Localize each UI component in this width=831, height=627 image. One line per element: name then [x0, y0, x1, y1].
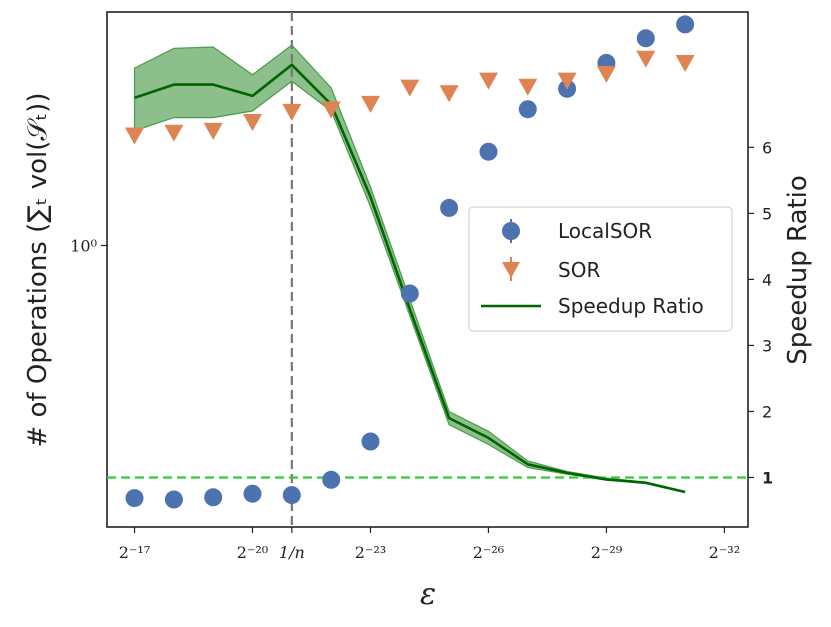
x-tick-label-4: 2⁻²⁶	[473, 543, 504, 562]
sor-point-3	[243, 114, 262, 131]
legend-entry-speedup: Speedup Ratio	[481, 294, 704, 318]
localsor-point-9	[479, 142, 498, 161]
legend-box	[468, 206, 733, 332]
sor-point-1	[164, 124, 184, 142]
y2-tick-labels: 1 2 3 4 5 6	[762, 138, 773, 487]
localsor-point-4	[282, 486, 301, 505]
sor-point-10	[518, 78, 538, 96]
sor-point-2	[203, 122, 223, 140]
x-tick-label-6: 2⁻³²	[709, 543, 740, 562]
y2-tick-label-0: 1	[762, 468, 773, 487]
sor-point-12	[596, 65, 616, 83]
legend: LocalSOR SOR Speedup Ratio	[468, 206, 733, 332]
sor-point-9	[479, 72, 498, 90]
sor-point-13	[636, 50, 656, 68]
legend-label-speedup-ratio: Speedup Ratio	[558, 294, 704, 318]
y2-tick-label-3: 4	[762, 270, 772, 289]
legend-entry-sor: SOR	[502, 257, 600, 282]
localsor-point-7	[400, 284, 419, 303]
markers-layer	[125, 15, 695, 509]
y-axis-label: # of Operations (∑ₜ vol(𝒮ₜ))	[23, 93, 53, 448]
legend-label-sor: SOR	[558, 258, 600, 282]
x-tick-labels: 2⁻¹⁷ 2⁻²⁰ 1/n 2⁻²³ 2⁻²⁶ 2⁻²⁹ 2⁻³²	[119, 543, 740, 562]
sor-point-7	[400, 79, 420, 97]
localsor-point-1	[164, 490, 183, 509]
y2-tick-label-4: 5	[762, 204, 772, 223]
speedup-ratio-line	[134, 63, 686, 494]
reference-lines-layer	[107, 12, 748, 527]
legend-localsor-marker	[502, 222, 520, 240]
sor-point-11	[557, 72, 577, 90]
legend-label-localsor: LocalSOR	[558, 219, 652, 243]
localsor-point-3	[243, 484, 262, 503]
sor-point-0	[125, 127, 144, 145]
localsor-point-0	[125, 489, 144, 508]
ticks-layer	[101, 146, 754, 533]
speedup-line-layer	[134, 63, 686, 494]
sor-point-14	[675, 55, 695, 72]
x-axis-label: ε	[420, 577, 436, 612]
localsor-point-13	[636, 29, 655, 48]
localsor-point-14	[676, 15, 695, 34]
sor-point-5	[321, 101, 341, 119]
localsor-point-8	[440, 198, 459, 217]
localsor-point-6	[361, 432, 380, 451]
x-tick-label-1: 2⁻²⁰	[237, 543, 268, 562]
x-tick-label-2: 1/n	[279, 543, 305, 562]
x-tick-label-3: 2⁻²³	[355, 543, 386, 562]
y2-axis-label: Speedup Ratio	[783, 175, 813, 365]
localsor-point-10	[518, 100, 537, 119]
plot-area-frame	[106, 11, 749, 528]
localsor-point-2	[204, 488, 223, 507]
y2-tick-label-5: 6	[762, 138, 772, 157]
localsor-point-5	[322, 470, 341, 489]
y2-tick-label-1: 2	[762, 402, 772, 421]
sor-point-6	[361, 95, 380, 113]
x-tick-label-0: 2⁻¹⁷	[119, 543, 150, 562]
x-tick-label-5: 2⁻²⁹	[591, 543, 623, 562]
y2-tick-label-2: 3	[762, 336, 772, 355]
y-tick-label-1e0: 10⁰	[70, 236, 97, 255]
legend-entry-localsor: LocalSOR	[502, 219, 652, 243]
legend-sor-marker	[502, 262, 520, 278]
sor-point-4	[282, 103, 302, 121]
sor-point-8	[439, 85, 459, 103]
